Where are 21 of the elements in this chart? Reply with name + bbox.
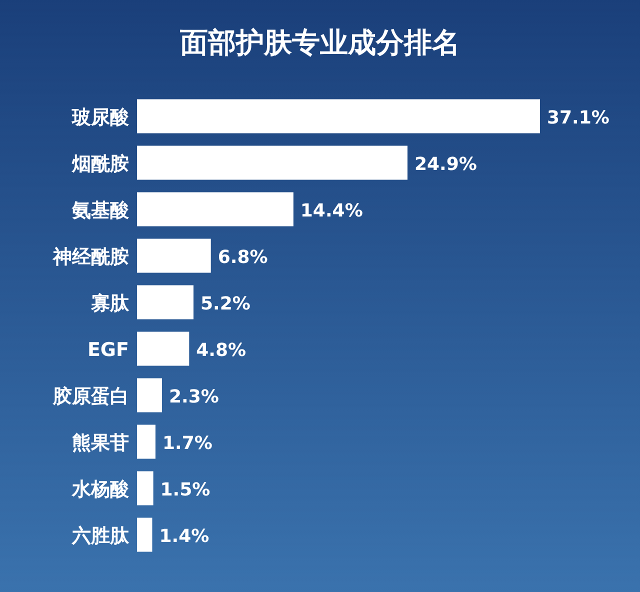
- y-tick-label: 胶原蛋白: [52, 385, 129, 408]
- data-label: 1.5%: [160, 479, 210, 500]
- y-tick-label: 寡肽: [90, 292, 130, 314]
- data-label: 1.7%: [162, 432, 212, 454]
- data-label: 6.8%: [218, 246, 268, 268]
- data-label: 1.4%: [159, 526, 210, 547]
- y-tick-label: 氨基酸: [71, 199, 130, 222]
- data-label: 2.3%: [168, 386, 219, 408]
- y-tick-label: 玻尿酸: [71, 106, 130, 128]
- data-label: 37.1%: [547, 107, 610, 128]
- data-label: 14.4%: [300, 200, 363, 222]
- y-tick-label: 水杨酸: [71, 478, 130, 500]
- y-tick-label: 烟酰胺: [71, 152, 129, 175]
- y-tick-label: 熊果苷: [72, 432, 129, 454]
- chart-title: 面部护肤专业成分排名: [179, 26, 460, 59]
- data-label: 4.8%: [196, 340, 246, 361]
- y-tick-label: 六胜肽: [71, 524, 130, 547]
- y-tick-label: EGF: [87, 338, 129, 361]
- data-label: 24.9%: [414, 154, 477, 175]
- y-tick-label: 神经酰胺: [52, 246, 129, 268]
- data-label: 5.2%: [200, 293, 250, 314]
